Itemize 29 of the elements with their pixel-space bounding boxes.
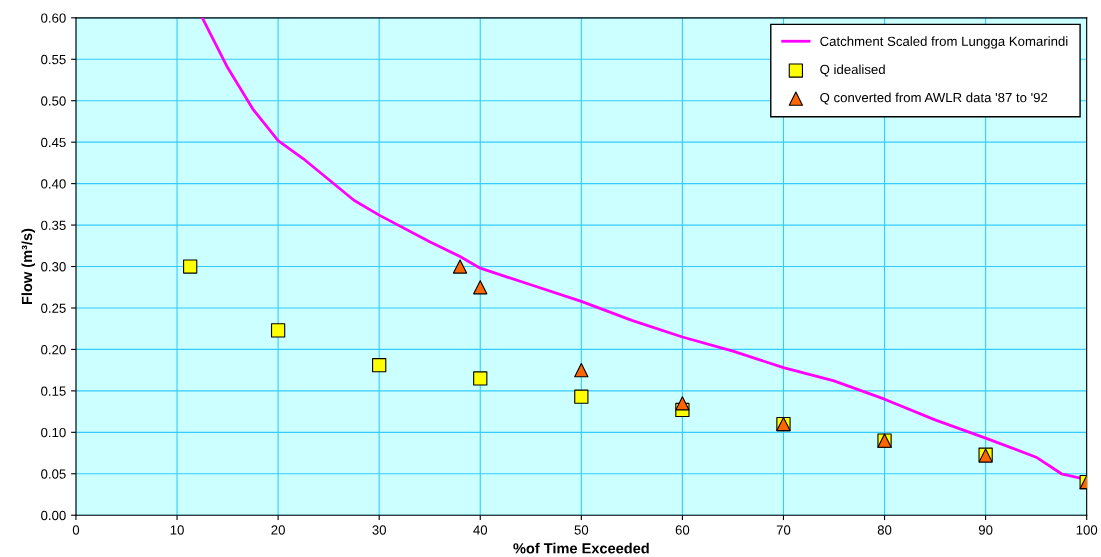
y-tick-label: 0.20 [41,344,66,355]
x-tick-label: 30 [372,525,387,535]
x-tick-label: 100 [1076,525,1098,535]
y-tick-label: 0.30 [41,262,66,272]
x-tick-label: 80 [877,525,892,535]
y-axis-title: Flow (m³/s) [21,228,36,305]
y-tick-label: 0.05 [41,469,66,479]
x-axis-title: %of Time Exceeded [513,542,649,554]
x-tick-label: 0 [72,525,80,535]
y-tick-label: 0.35 [41,220,66,230]
y-tick-label: 0.10 [41,427,66,438]
legend-label: Q converted from AWLR data '87 to '92 [820,92,1048,105]
y-tick-label: 0.00 [41,510,66,521]
legend-label: Q idealised [820,64,885,77]
y-tick-label: 0.55 [41,54,66,65]
x-tick-label: 70 [776,525,791,535]
y-tick-label: 0.50 [41,96,66,106]
x-tick-label: 50 [574,525,589,535]
x-tick-label: 90 [978,525,993,535]
y-tick-label: 0.40 [41,179,66,189]
y-tick-label: 0.60 [41,13,66,23]
y-tick-label: 0.15 [41,386,66,396]
y-tick-label: 0.25 [41,303,66,313]
x-tick-label: 20 [271,525,285,535]
x-tick-label: 40 [473,525,488,535]
y-tick-label: 0.45 [41,137,66,148]
legend-label: Catchment Scaled from Lungga Komarindi [820,36,1068,49]
x-tick-label: 60 [675,525,690,535]
x-tick-label: 10 [170,525,184,535]
